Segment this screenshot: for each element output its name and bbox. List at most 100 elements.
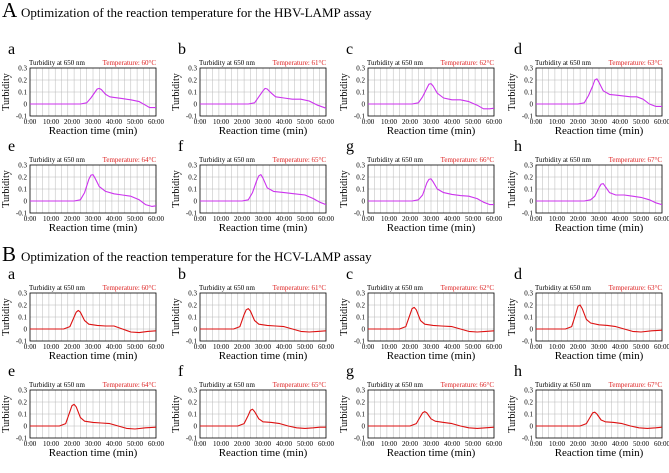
y-tick-label: 0.1 bbox=[524, 411, 533, 419]
y-tick-label: 0.2 bbox=[356, 77, 365, 85]
x-tick-label: 60:00 bbox=[486, 343, 502, 351]
corner-label: Turbidity at 650 nm bbox=[29, 59, 85, 67]
y-tick-label: 0 bbox=[530, 423, 534, 431]
plot-frame bbox=[29, 67, 157, 117]
x-tick-label: 50:00 bbox=[465, 118, 481, 126]
x-tick-label: 50:00 bbox=[127, 215, 143, 223]
plot-frame bbox=[199, 67, 327, 117]
chart-panel-b-e: e Turbidity at 650 nm Temperature: 64°C 0.3… bbox=[1, 363, 164, 459]
y-tick-label: -0.1 bbox=[186, 435, 198, 443]
series-line bbox=[200, 87, 327, 109]
x-tick-label: 30:00 bbox=[85, 215, 101, 223]
section-letter-a: A bbox=[2, 0, 18, 22]
x-tick-label: 20:00 bbox=[234, 215, 250, 223]
chart-panel-a-a: a Turbidity at 650 nm Temperature: 60°C 0.3… bbox=[1, 41, 164, 137]
panel-label: h bbox=[514, 138, 522, 155]
y-tick-label: 0.3 bbox=[524, 65, 533, 73]
y-tick-label: 0.1 bbox=[18, 411, 27, 419]
plot-frame bbox=[535, 389, 663, 439]
series-line bbox=[368, 411, 495, 429]
x-axis-label: Reaction time (min) bbox=[387, 125, 476, 137]
temperature-label: Temperature: 67°C bbox=[609, 156, 663, 164]
corner-label: Turbidity at 650 nm bbox=[367, 381, 423, 389]
series-line bbox=[536, 411, 663, 429]
x-tick-label: 0:00 bbox=[194, 440, 207, 448]
x-tick-label: 0:00 bbox=[194, 118, 207, 126]
x-tick-label: 10:00 bbox=[213, 118, 229, 126]
panel-label: d bbox=[514, 41, 522, 58]
x-tick-label: 40:00 bbox=[276, 118, 292, 126]
x-tick-label: 40:00 bbox=[106, 343, 122, 351]
corner-label: Turbidity at 650 nm bbox=[367, 284, 423, 292]
chart-panel-b-c: c Turbidity at 650 nm Temperature: 62°C 0.3… bbox=[339, 266, 502, 362]
x-tick-label: 40:00 bbox=[612, 118, 628, 126]
chart-panel-a-b: b Turbidity at 650 nm Temperature: 61°C 0.3… bbox=[171, 41, 334, 137]
x-tick-label: 40:00 bbox=[106, 215, 122, 223]
x-tick-label: 50:00 bbox=[633, 118, 649, 126]
y-tick-label: 0 bbox=[530, 101, 534, 109]
y-tick-label: 0.3 bbox=[356, 290, 365, 298]
x-tick-label: 40:00 bbox=[106, 118, 122, 126]
x-tick-label: 30:00 bbox=[85, 118, 101, 126]
series-line bbox=[368, 83, 495, 110]
x-tick-label: 60:00 bbox=[318, 440, 334, 448]
x-tick-label: 60:00 bbox=[654, 440, 669, 448]
x-tick-label: 0:00 bbox=[194, 343, 207, 351]
y-tick-label: 0.3 bbox=[356, 387, 365, 395]
temperature-label: Temperature: 60°C bbox=[103, 284, 157, 292]
y-tick-label: -0.1 bbox=[354, 113, 366, 121]
section-title-hcv: Optimization of the reaction temperature… bbox=[21, 249, 372, 264]
y-tick-label: 0.2 bbox=[356, 302, 365, 310]
corner-label: Turbidity at 650 nm bbox=[29, 156, 85, 164]
temperature-label: Temperature: 60°C bbox=[103, 59, 157, 67]
x-tick-label: 50:00 bbox=[127, 118, 143, 126]
y-axis-label: Turbidity bbox=[339, 298, 350, 335]
x-tick-label: 10:00 bbox=[43, 215, 59, 223]
chart-panel-a-c: c Turbidity at 650 nm Temperature: 62°C 0.3… bbox=[339, 41, 502, 137]
chart-panel-b-f: f Turbidity at 650 nm Temperature: 65°C 0.3… bbox=[171, 363, 334, 459]
x-tick-label: 20:00 bbox=[234, 118, 250, 126]
x-tick-label: 30:00 bbox=[591, 440, 607, 448]
temperature-label: Temperature: 66°C bbox=[441, 381, 495, 389]
corner-label: Turbidity at 650 nm bbox=[199, 156, 255, 164]
y-tick-label: 0.2 bbox=[188, 302, 197, 310]
x-axis-label: Reaction time (min) bbox=[49, 222, 138, 234]
y-tick-label: 0.1 bbox=[356, 314, 365, 322]
y-tick-label: 0.1 bbox=[356, 186, 365, 194]
series-line bbox=[30, 174, 157, 207]
y-axis-label: Turbidity bbox=[507, 170, 518, 207]
y-tick-label: -0.1 bbox=[522, 113, 534, 121]
section-letter-b: B bbox=[2, 242, 17, 266]
y-tick-label: 0.3 bbox=[356, 65, 365, 73]
y-tick-label: 0.2 bbox=[524, 399, 533, 407]
panel-label: g bbox=[346, 363, 354, 380]
y-tick-label: 0.3 bbox=[356, 162, 365, 170]
x-axis-label: Reaction time (min) bbox=[387, 222, 476, 234]
x-tick-label: 0:00 bbox=[530, 343, 543, 351]
x-tick-label: 30:00 bbox=[423, 440, 439, 448]
y-axis-label: Turbidity bbox=[1, 298, 12, 335]
x-tick-label: 50:00 bbox=[127, 343, 143, 351]
chart-panel-b-d: d Turbidity at 650 nm Temperature: 63°C 0.3… bbox=[507, 266, 669, 362]
panel-label: b bbox=[178, 41, 186, 58]
chart-panel-a-f: f Turbidity at 650 nm Temperature: 65°C 0.3… bbox=[171, 138, 334, 234]
x-tick-label: 30:00 bbox=[591, 343, 607, 351]
x-tick-label: 10:00 bbox=[381, 440, 397, 448]
y-tick-label: 0.1 bbox=[524, 89, 533, 97]
y-tick-label: 0.3 bbox=[524, 387, 533, 395]
y-tick-label: -0.1 bbox=[186, 113, 198, 121]
x-tick-label: 40:00 bbox=[612, 215, 628, 223]
y-tick-label: 0.2 bbox=[188, 77, 197, 85]
panel-label: d bbox=[514, 266, 522, 283]
y-axis-label: Turbidity bbox=[339, 170, 350, 207]
x-tick-label: 0:00 bbox=[24, 118, 37, 126]
x-tick-label: 30:00 bbox=[423, 215, 439, 223]
x-tick-label: 10:00 bbox=[381, 215, 397, 223]
y-tick-label: -0.1 bbox=[522, 210, 534, 218]
y-axis-label: Turbidity bbox=[507, 298, 518, 335]
x-tick-label: 50:00 bbox=[465, 215, 481, 223]
x-axis-label: Reaction time (min) bbox=[219, 222, 308, 234]
panel-label: g bbox=[346, 138, 354, 155]
x-tick-label: 50:00 bbox=[297, 215, 313, 223]
x-axis-label: Reaction time (min) bbox=[555, 125, 644, 137]
